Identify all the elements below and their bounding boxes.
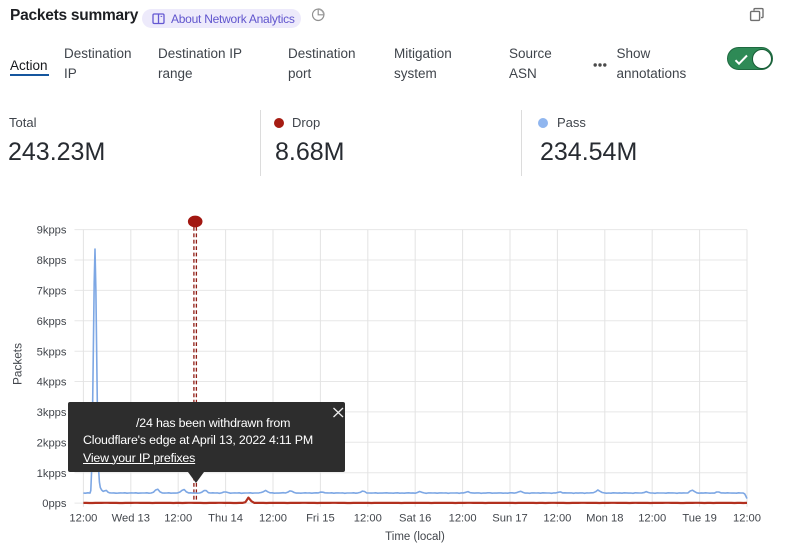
svg-text:0pps: 0pps <box>42 498 67 510</box>
svg-text:Packets: Packets <box>11 343 25 385</box>
svg-text:12:00: 12:00 <box>259 512 287 524</box>
svg-text:1kpps: 1kpps <box>37 468 67 480</box>
svg-text:2kpps: 2kpps <box>37 437 67 449</box>
svg-text:12:00: 12:00 <box>69 512 97 524</box>
svg-text:12:00: 12:00 <box>543 512 571 524</box>
svg-text:12:00: 12:00 <box>354 512 382 524</box>
svg-text:8kpps: 8kpps <box>37 255 67 267</box>
svg-text:12:00: 12:00 <box>638 512 666 524</box>
svg-text:3kpps: 3kpps <box>37 407 67 419</box>
svg-text:12:00: 12:00 <box>733 512 761 524</box>
svg-text:Mon 18: Mon 18 <box>586 512 623 524</box>
svg-text:Sun 17: Sun 17 <box>492 512 527 524</box>
svg-text:12:00: 12:00 <box>449 512 477 524</box>
svg-text:Thu 14: Thu 14 <box>208 512 243 524</box>
svg-text:9kpps: 9kpps <box>37 225 67 237</box>
svg-text:5kpps: 5kpps <box>37 346 67 358</box>
svg-text:12:00: 12:00 <box>164 512 192 524</box>
svg-text:Time (local): Time (local) <box>385 531 445 543</box>
svg-text:Sat 16: Sat 16 <box>399 512 431 524</box>
svg-text:Fri 15: Fri 15 <box>306 512 335 524</box>
svg-text:6kpps: 6kpps <box>37 316 67 328</box>
svg-text:Tue 19: Tue 19 <box>682 512 716 524</box>
svg-text:4kpps: 4kpps <box>37 377 67 389</box>
svg-text:7kpps: 7kpps <box>37 286 67 298</box>
svg-text:Wed 13: Wed 13 <box>112 512 150 524</box>
